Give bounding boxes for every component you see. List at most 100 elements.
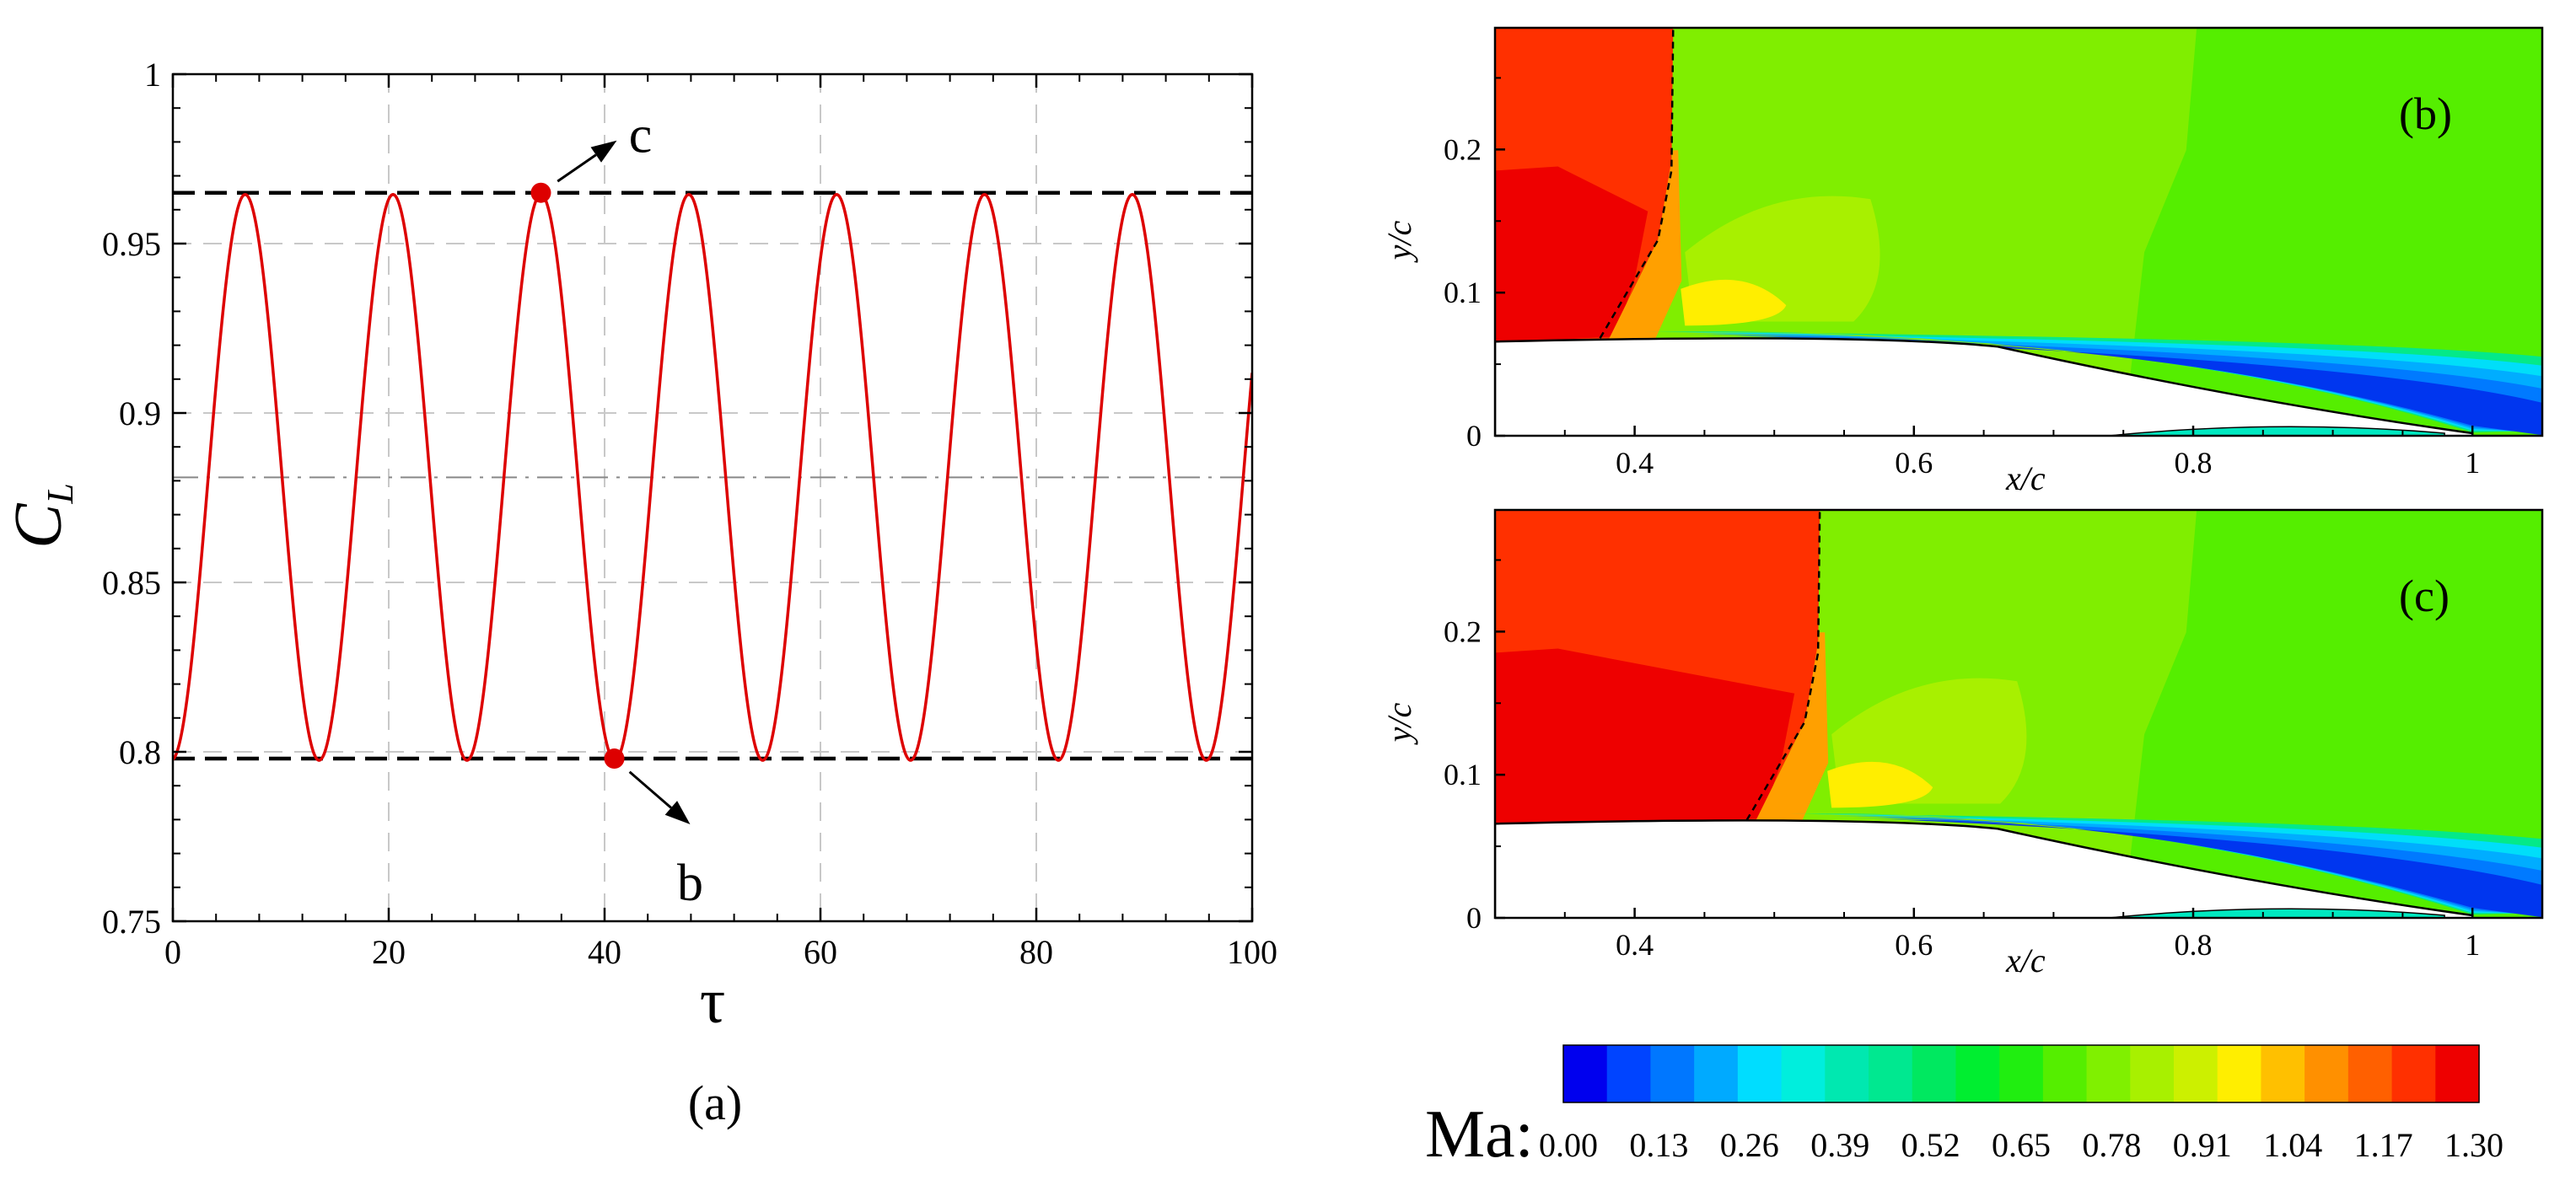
- x-ticks: 0 20 40 60 80 100: [164, 74, 1277, 971]
- panel-a-caption: (a): [688, 1075, 742, 1130]
- series-line-cl: [173, 192, 1252, 762]
- panel-a: 0 20 40 60 80 100 0.750.80.850.90.951 cb CL τ…: [2, 56, 1277, 1130]
- x-tick-label: 0.6: [1895, 928, 1933, 962]
- plot-frame: [171, 72, 1254, 923]
- colorbar-cell: [1563, 1045, 1608, 1102]
- colorbar-cell: [2174, 1045, 2218, 1102]
- annotation-label-b: b: [677, 855, 703, 912]
- supersonic-core: [1495, 648, 1795, 826]
- y-tick-label: 0.9: [119, 394, 161, 432]
- annotation-marker-c: [530, 182, 551, 203]
- x-tick-label: 60: [804, 933, 837, 971]
- colorbar-label: 0.91: [2173, 1126, 2232, 1164]
- x-tick-label: 1: [2465, 928, 2480, 962]
- y-axis-label: y/c: [1380, 702, 1418, 745]
- colorbar-cell: [2304, 1045, 2349, 1102]
- colorbar-label: 0.65: [1992, 1126, 2051, 1164]
- x-tick-label: 0.4: [1616, 446, 1654, 480]
- grid-lines: [173, 74, 1252, 921]
- annotation-arrowhead-c: [590, 140, 617, 163]
- colorbar-cell: [2217, 1045, 2262, 1102]
- colorbar-cell: [1606, 1045, 1652, 1102]
- boundary-layer-band: [1873, 819, 2542, 918]
- panel-label: (b): [2399, 88, 2452, 139]
- x-tick-label: 0.8: [2175, 928, 2213, 962]
- colorbar: Ma: 0.00 0.13 0.26 0.39 0.52 0.65 0.78 0.91 1.04…: [1425, 1044, 2503, 1172]
- panel-label: (c): [2399, 571, 2450, 621]
- y-tick-label: 0.85: [102, 564, 161, 602]
- colorbar-label: 0.13: [1629, 1126, 1688, 1164]
- y-tick-label: 1: [144, 56, 161, 94]
- x-tick-label: 0.4: [1616, 928, 1654, 962]
- x-tick-label: 100: [1227, 933, 1277, 971]
- colorbar-cell: [1869, 1045, 1913, 1102]
- x-tick-label: 0.6: [1895, 446, 1933, 480]
- contour-frame: [1493, 508, 2544, 920]
- x-tick-label: 1: [2465, 446, 2480, 480]
- colorbar-cell: [2086, 1045, 2131, 1102]
- colorbar-cell: [2130, 1045, 2175, 1102]
- x-axis-label: τ: [700, 966, 726, 1037]
- x-axis-label: x/c: [2005, 941, 2046, 979]
- colorbar-label: 1.04: [2263, 1126, 2322, 1164]
- y-tick-label: 0.2: [1444, 132, 1482, 166]
- colorbar-title: Ma:: [1425, 1097, 1534, 1172]
- contour-frame: [1493, 26, 2544, 437]
- supersonic-core: [1495, 166, 1648, 344]
- colorbar-label: 0.78: [2082, 1126, 2141, 1164]
- shock-band: [1755, 632, 1829, 823]
- annotation-arrow-b: [628, 770, 672, 809]
- colorbar-cell: [1781, 1045, 1826, 1102]
- colorbar-label: 0.00: [1539, 1126, 1598, 1164]
- x-tick-label: 80: [1019, 933, 1053, 971]
- y-tick-label: 0.8: [119, 733, 161, 771]
- colorbar-cell: [1825, 1045, 1869, 1102]
- y-tick-label: 0.1: [1444, 276, 1482, 309]
- contour-panel-c: 0.4 0.6 0.8 1 0 0.1 0.2 x/c y/c (c): [1380, 508, 2544, 979]
- colorbar-cell: [1694, 1045, 1739, 1102]
- annotation-marker-b: [604, 748, 625, 770]
- y-tick-label: 0.2: [1444, 614, 1482, 648]
- y-ticks: 0.75 0.8 0.85 0.9 0.95 1: [102, 56, 1252, 941]
- x-axis-label: x/c: [2005, 459, 2046, 497]
- airfoil-surface: [1495, 337, 2474, 436]
- contour-panel-b: 0.4 0.6 0.8 1 0 0.1 0.2 x/c y/c (b): [1380, 26, 2544, 497]
- x-tick-label: 0: [164, 933, 181, 971]
- boundary-layer-band: [1684, 334, 2542, 433]
- colorbar-cell: [1955, 1045, 2000, 1102]
- flow-region-yellow: [1827, 761, 1933, 808]
- colorbar-cell: [1999, 1045, 2044, 1102]
- colorbar-cell: [2261, 1045, 2305, 1102]
- annotation-arrow-c: [557, 153, 597, 183]
- x-tick-label: 0.8: [2175, 446, 2213, 480]
- flow-region-yellow: [1681, 279, 1787, 326]
- colorbar-cells: [1563, 1045, 2480, 1102]
- y-tick-label: 0: [1466, 419, 1482, 453]
- y-tick-label: 0.75: [102, 903, 161, 941]
- colorbar-label: 1.17: [2354, 1126, 2413, 1164]
- boundary-layer-band: [1726, 337, 2542, 436]
- y-axis-label: y/c: [1380, 220, 1418, 263]
- colorbar-cell: [2435, 1045, 2480, 1102]
- flow-region-downstream: [2123, 28, 2542, 436]
- colorbar-label: 1.30: [2444, 1126, 2503, 1164]
- colorbar-label: 0.26: [1720, 1126, 1779, 1164]
- shock-band: [1608, 150, 1682, 341]
- colorbar-labels: 0.00 0.13 0.26 0.39 0.52 0.65 0.78 0.91 1.04 1.17…: [1539, 1126, 2503, 1164]
- y-axis-label: CL: [2, 483, 81, 549]
- annotation-label-c: c: [629, 107, 653, 164]
- y-tick-label: 0.1: [1444, 758, 1482, 791]
- reference-lines: [173, 190, 1252, 761]
- y-tick-label: 0.95: [102, 225, 161, 263]
- colorbar-frame: [1562, 1044, 2480, 1103]
- boundary-layer-band: [1831, 816, 2542, 915]
- annotations: cb: [530, 107, 703, 912]
- x-tick-label: 40: [588, 933, 621, 971]
- annotation-arrowhead-b: [664, 801, 691, 825]
- colorbar-cell: [2391, 1045, 2436, 1102]
- colorbar-cell: [1650, 1045, 1695, 1102]
- colorbar-label: 0.52: [1901, 1126, 1960, 1164]
- colorbar-label: 0.39: [1810, 1126, 1869, 1164]
- colorbar-cell: [2042, 1045, 2088, 1102]
